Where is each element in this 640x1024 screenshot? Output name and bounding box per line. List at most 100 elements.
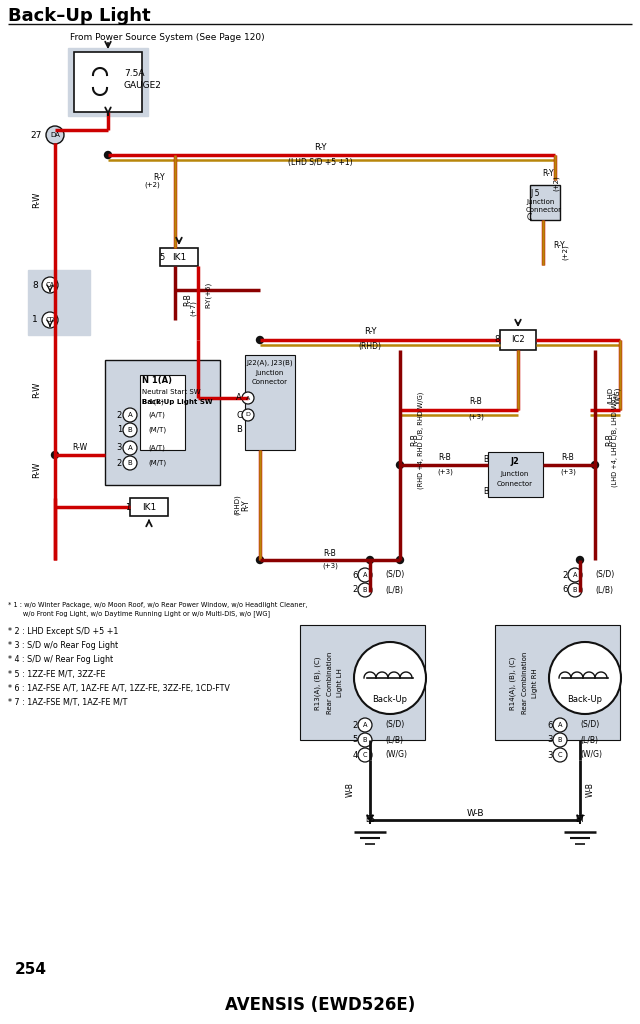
Bar xyxy=(530,185,560,220)
Text: C: C xyxy=(557,752,563,758)
Text: A: A xyxy=(246,395,250,400)
Text: 1: 1 xyxy=(125,503,130,512)
Text: 5: 5 xyxy=(353,735,358,744)
Text: Connector: Connector xyxy=(252,379,288,385)
Circle shape xyxy=(242,392,254,404)
Text: Light LH: Light LH xyxy=(337,669,343,697)
Text: 3: 3 xyxy=(548,751,553,760)
Text: R-B: R-B xyxy=(324,549,337,557)
Circle shape xyxy=(358,748,372,762)
Text: BT: BT xyxy=(575,815,585,824)
Text: J 5: J 5 xyxy=(530,188,540,198)
Circle shape xyxy=(367,556,374,563)
Text: R-Y: R-Y xyxy=(542,169,554,177)
Text: Rear Combination: Rear Combination xyxy=(327,652,333,714)
Circle shape xyxy=(553,748,567,762)
Bar xyxy=(28,270,90,335)
Circle shape xyxy=(354,642,426,714)
Text: (+3): (+3) xyxy=(322,563,338,569)
Text: (RHD): (RHD) xyxy=(234,495,240,515)
Text: (+3): (+3) xyxy=(560,469,576,475)
Text: Back-Up Light SW: Back-Up Light SW xyxy=(142,399,212,406)
Text: B: B xyxy=(127,460,132,466)
Circle shape xyxy=(42,278,58,293)
Text: 2: 2 xyxy=(563,570,568,580)
Text: (+2): (+2) xyxy=(144,181,160,188)
Text: 2: 2 xyxy=(116,459,122,468)
Text: R-B: R-B xyxy=(605,433,614,446)
Circle shape xyxy=(42,312,58,328)
Text: 4: 4 xyxy=(353,751,358,760)
Circle shape xyxy=(123,423,137,437)
Text: B: B xyxy=(573,587,577,593)
Text: W-B: W-B xyxy=(586,782,595,798)
Circle shape xyxy=(46,126,64,144)
Text: (LHD S/D +5 +1): (LHD S/D +5 +1) xyxy=(288,159,352,168)
Text: R-W: R-W xyxy=(33,462,42,478)
Text: (+7): (+7) xyxy=(190,300,196,316)
Text: A: A xyxy=(557,722,563,728)
Text: * 6 : 1AZ-FSE A/T, 1AZ-FE A/T, 1ZZ-FE, 3ZZ-FE, 1CD-FTV: * 6 : 1AZ-FSE A/T, 1AZ-FE A/T, 1ZZ-FE, 3… xyxy=(8,683,230,692)
Text: R-Y: R-Y xyxy=(553,241,564,250)
Text: R-B: R-B xyxy=(562,454,574,463)
Bar xyxy=(74,52,142,112)
Text: 8: 8 xyxy=(32,281,38,290)
Bar xyxy=(105,360,220,485)
Text: 5: 5 xyxy=(160,253,165,261)
Text: (+3): (+3) xyxy=(468,414,484,420)
Text: A: A xyxy=(363,722,367,728)
Text: B: B xyxy=(127,427,132,433)
Bar xyxy=(68,48,148,116)
Text: B: B xyxy=(483,456,488,465)
Text: A: A xyxy=(127,412,132,418)
Circle shape xyxy=(123,408,137,422)
Text: A: A xyxy=(363,572,367,578)
Text: (L/B): (L/B) xyxy=(595,586,613,595)
Bar xyxy=(300,625,425,740)
Circle shape xyxy=(553,733,567,746)
Bar xyxy=(130,498,168,516)
Text: R-W: R-W xyxy=(33,191,42,208)
Text: Neutral Start SW: Neutral Start SW xyxy=(142,389,200,395)
Text: R14(A), (B), (C): R14(A), (B), (C) xyxy=(509,656,516,710)
Text: GAUGE2: GAUGE2 xyxy=(124,81,162,89)
Text: 2: 2 xyxy=(116,411,122,420)
Text: Back-Up: Back-Up xyxy=(372,695,408,705)
Text: D: D xyxy=(246,413,250,418)
Text: C: C xyxy=(363,752,367,758)
Circle shape xyxy=(123,441,137,455)
Bar xyxy=(245,355,295,450)
Text: J22(A), J23(B): J22(A), J23(B) xyxy=(246,359,293,367)
Text: R-B: R-B xyxy=(183,294,192,306)
Text: Rear Combination: Rear Combination xyxy=(522,652,528,714)
Bar xyxy=(488,452,543,497)
Text: 27: 27 xyxy=(31,130,42,139)
Text: (LHD: (LHD xyxy=(607,386,613,403)
Text: (S/D): (S/D) xyxy=(385,721,404,729)
Circle shape xyxy=(549,642,621,714)
Text: R-Y: R-Y xyxy=(364,328,376,337)
Text: (RHD): (RHD) xyxy=(358,342,381,351)
Text: (+3): (+3) xyxy=(437,469,453,475)
Text: 8: 8 xyxy=(495,336,500,344)
Text: A: A xyxy=(127,445,132,451)
Text: Junction: Junction xyxy=(526,199,554,205)
Text: (LHD +4, LHD L/B, LHD W/G): (LHD +4, LHD L/B, LHD W/G) xyxy=(612,393,618,487)
Text: R-Y: R-Y xyxy=(241,499,250,511)
Text: IC2: IC2 xyxy=(511,336,525,344)
Text: W-B: W-B xyxy=(346,782,355,798)
Text: R-B: R-B xyxy=(470,397,483,407)
Text: DA: DA xyxy=(50,132,60,138)
Circle shape xyxy=(358,568,372,582)
Text: A: A xyxy=(236,393,242,402)
Bar xyxy=(160,248,198,266)
Text: CD: CD xyxy=(45,317,55,323)
Text: (A/T): (A/T) xyxy=(148,412,165,418)
Text: W/G): W/G) xyxy=(615,386,621,403)
Text: B: B xyxy=(363,587,367,593)
Text: W-B: W-B xyxy=(467,809,484,817)
Text: C: C xyxy=(236,411,242,420)
Text: Connector: Connector xyxy=(526,207,562,213)
Circle shape xyxy=(257,556,264,563)
Text: * 3 : S/D w/o Rear Fog Light: * 3 : S/D w/o Rear Fog Light xyxy=(8,641,118,650)
